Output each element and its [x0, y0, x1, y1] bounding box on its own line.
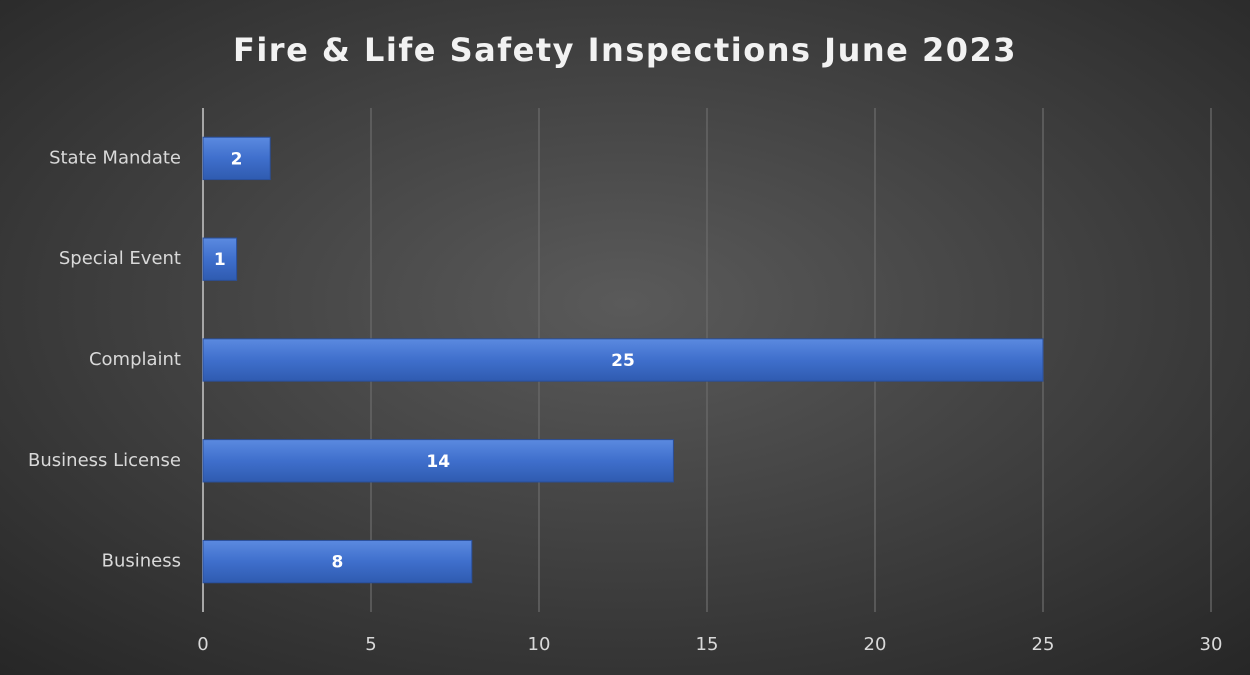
- bar: [202, 539, 473, 584]
- y-tick-label: Business License: [28, 450, 181, 471]
- x-tick-label: 25: [1032, 634, 1055, 655]
- x-tick-label: 5: [365, 634, 376, 655]
- bar: [202, 338, 1044, 382]
- data-label: 14: [426, 452, 450, 472]
- data-label: 1: [214, 250, 226, 270]
- bar: [202, 237, 238, 281]
- data-label: 25: [611, 351, 635, 371]
- y-tick-label: Complaint: [89, 349, 181, 370]
- x-tick-label: 30: [1200, 634, 1223, 655]
- x-tick-label: 20: [864, 634, 887, 655]
- data-label: 8: [331, 553, 343, 573]
- x-tick-label: 0: [197, 634, 208, 655]
- chart-title: Fire & Life Safety Inspections June 2023: [233, 31, 1017, 69]
- x-tick-label: 10: [528, 634, 551, 655]
- x-tick-label: 15: [696, 634, 719, 655]
- y-tick-label: Business: [102, 551, 181, 572]
- bar: [202, 439, 674, 483]
- y-tick-label: Special Event: [59, 248, 181, 269]
- y-tick-label: State Mandate: [49, 147, 181, 168]
- bar: [202, 136, 271, 181]
- data-label: 2: [231, 149, 243, 169]
